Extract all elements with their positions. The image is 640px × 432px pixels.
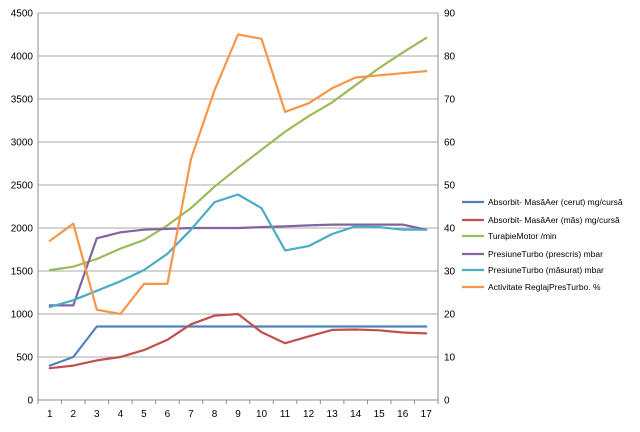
legend-item: Absorbit- MasăAer (măs) mg/cursă: [462, 215, 620, 225]
series-line-5: [48, 193, 428, 309]
y2-tick-label: 40: [444, 224, 456, 235]
y2-tick-label: 20: [444, 310, 456, 321]
legend-label: PresiuneTurbo (prescris) mbar: [488, 249, 603, 259]
legend-label: Activitate ReglajPresTurbo. %: [488, 282, 601, 292]
x-tick-label: 3: [94, 409, 100, 420]
series-line-6: [48, 33, 428, 316]
x-tick-label: 6: [165, 409, 171, 420]
legend-item: TuraþieMotor /min: [462, 231, 557, 241]
legend-item: PresiuneTurbo (măsurat) mbar: [462, 265, 604, 275]
legend-label: TuraþieMotor /min: [488, 231, 557, 241]
y-tick-label: 4500: [11, 9, 34, 20]
y2-tick-label: 10: [444, 353, 456, 364]
x-tick-label: 16: [397, 409, 409, 420]
x-tick-label: 14: [350, 409, 362, 420]
y-tick-label: 0: [27, 396, 33, 407]
x-tick-label: 1: [47, 409, 53, 420]
axes: 0 500 1000 1500 2000 2500 3000 3500 4000 4500 0 10 2…: [11, 9, 456, 421]
y-tick-label: 2500: [11, 181, 34, 192]
y-tick-label: 500: [16, 353, 33, 364]
x-tick-label: 5: [141, 409, 147, 420]
x-tick-label: 8: [212, 409, 218, 420]
x-tick-label: 10: [256, 409, 268, 420]
x-tick-label: 17: [421, 409, 433, 420]
gridlines: [38, 12, 438, 358]
y-tick-label: 3000: [11, 138, 34, 149]
x-tick-label: 13: [327, 409, 339, 420]
x-tick-label: 4: [118, 409, 124, 420]
series-lines: [48, 33, 428, 370]
series-line-1: [48, 325, 428, 367]
y-tick-label: 3500: [11, 95, 34, 106]
x-tick-label: 9: [235, 409, 241, 420]
y-tick-label: 1500: [11, 267, 34, 278]
y-tick-label: 1000: [11, 310, 34, 321]
x-tick-label: 11: [280, 409, 291, 420]
legend-item: PresiuneTurbo (prescris) mbar: [462, 249, 603, 259]
y2-tick-label: 0: [444, 396, 450, 407]
x-tick-label: 2: [71, 409, 77, 420]
y2-tick-label: 30: [444, 267, 456, 278]
series-line-4: [48, 223, 428, 307]
y-tick-label: 4000: [11, 52, 34, 63]
y2-tick-label: 90: [444, 9, 456, 20]
legend: Absorbit- MasăAer (cerut) mg/cursă Absorb…: [462, 197, 623, 292]
x-tick-label: 7: [188, 409, 194, 420]
legend-item: Absorbit- MasăAer (cerut) mg/cursă: [462, 197, 623, 207]
legend-label: Absorbit- MasăAer (cerut) mg/cursă: [488, 197, 623, 207]
y2-tick-label: 60: [444, 138, 456, 149]
legend-item: Activitate ReglajPresTurbo. %: [462, 282, 601, 292]
y2-tick-label: 70: [444, 95, 456, 106]
legend-label: PresiuneTurbo (măsurat) mbar: [488, 265, 604, 275]
series-line-3: [48, 36, 428, 272]
y2-tick-label: 50: [444, 181, 456, 192]
x-tick-label: 15: [374, 409, 386, 420]
legend-label: Absorbit- MasăAer (măs) mg/cursă: [488, 215, 620, 225]
x-tick-label: 12: [303, 409, 315, 420]
y-tick-label: 2000: [11, 224, 34, 235]
y2-tick-label: 80: [444, 52, 456, 63]
series-line-2: [48, 312, 428, 370]
